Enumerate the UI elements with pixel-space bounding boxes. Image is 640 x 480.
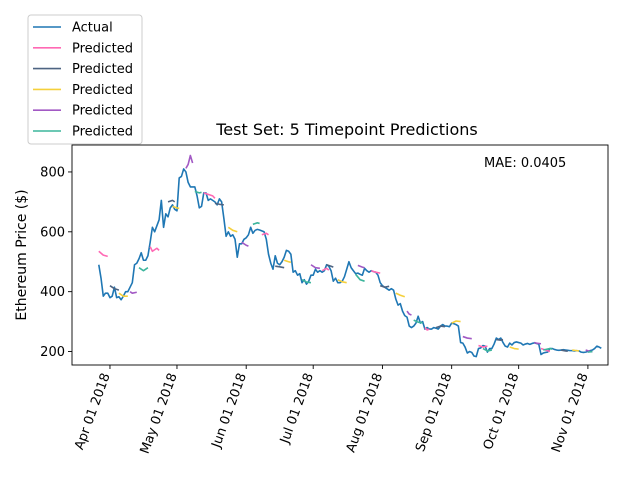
y-tick-label: 800 [40, 165, 65, 180]
series-line-predicted-3 [509, 346, 519, 350]
series-line-predicted-5 [482, 347, 493, 352]
series-line-predicted-1 [98, 250, 108, 258]
series-line-predicted-2 [496, 338, 504, 341]
series-line-predicted-1 [371, 269, 381, 274]
series-line-predicted-3 [227, 226, 238, 233]
series-line-predicted-5 [587, 350, 593, 353]
series-line-predicted-1 [478, 344, 488, 348]
series-line-predicted-4 [185, 154, 194, 169]
series-line-predicted-3 [283, 259, 292, 264]
series-line-predicted-4 [310, 264, 321, 270]
series-line-predicted-2 [167, 199, 176, 203]
legend: Actual Predicted Predicted Predicted Predict… [27, 14, 143, 145]
series-line-predicted-4 [534, 341, 542, 345]
series-line-predicted-5 [194, 190, 202, 194]
legend-label: Predicted [72, 125, 133, 140]
series-line-predicted-2 [435, 325, 446, 329]
series-line-predicted-1 [321, 267, 330, 272]
y-tick-label: 200 [40, 345, 65, 360]
legend-label: Predicted [72, 41, 133, 56]
series-line-predicted-5 [543, 347, 553, 351]
series-line-predicted-2 [275, 265, 285, 269]
series-line-predicted-5 [413, 319, 423, 324]
mae-annotation: MAE: 0.0405 [484, 156, 566, 171]
series-line-predicted-3 [118, 292, 128, 297]
series-line-predicted-5 [301, 278, 312, 284]
series-line-predicted-5 [355, 273, 365, 282]
series-line-predicted-4 [357, 264, 365, 269]
series-line-predicted-3 [572, 349, 580, 352]
series-line-predicted-3 [337, 278, 347, 284]
series-line-predicted-2 [109, 285, 120, 291]
series-line-predicted-2 [214, 202, 224, 206]
series-line-predicted-2 [326, 263, 334, 268]
legend-label: Predicted [72, 62, 133, 77]
legend-label: Actual [72, 21, 113, 36]
series-line-predicted-3 [451, 320, 461, 324]
series-line-predicted-2 [379, 284, 390, 288]
legend-label: Predicted [72, 104, 133, 119]
series-line-predicted-4 [462, 335, 472, 340]
series-line-predicted-1 [261, 232, 269, 236]
plot-series [98, 154, 602, 358]
chart-title: Test Set: 5 Timepoint Predictions [215, 120, 477, 139]
series-line-predicted-1 [149, 246, 160, 253]
series-line-predicted-4 [406, 310, 412, 316]
series-line-predicted-2 [560, 349, 568, 353]
plot-frame [71, 144, 609, 366]
series-line-predicted-3 [395, 292, 406, 298]
series-line-predicted-3 [172, 205, 180, 210]
series-line-predicted-1 [203, 192, 216, 199]
legend-label: Predicted [72, 83, 133, 98]
series-line-predicted-5 [138, 267, 149, 272]
y-tick-label: 600 [40, 225, 65, 240]
y-axis-label: Ethereum Price ($) [14, 189, 30, 320]
series-line-actual [98, 168, 602, 358]
series-line-predicted-4 [241, 241, 249, 247]
y-tick-label: 400 [40, 285, 65, 300]
series-line-predicted-1 [424, 327, 430, 331]
series-line-predicted-4 [129, 291, 137, 294]
series-line-predicted-5 [252, 222, 260, 226]
